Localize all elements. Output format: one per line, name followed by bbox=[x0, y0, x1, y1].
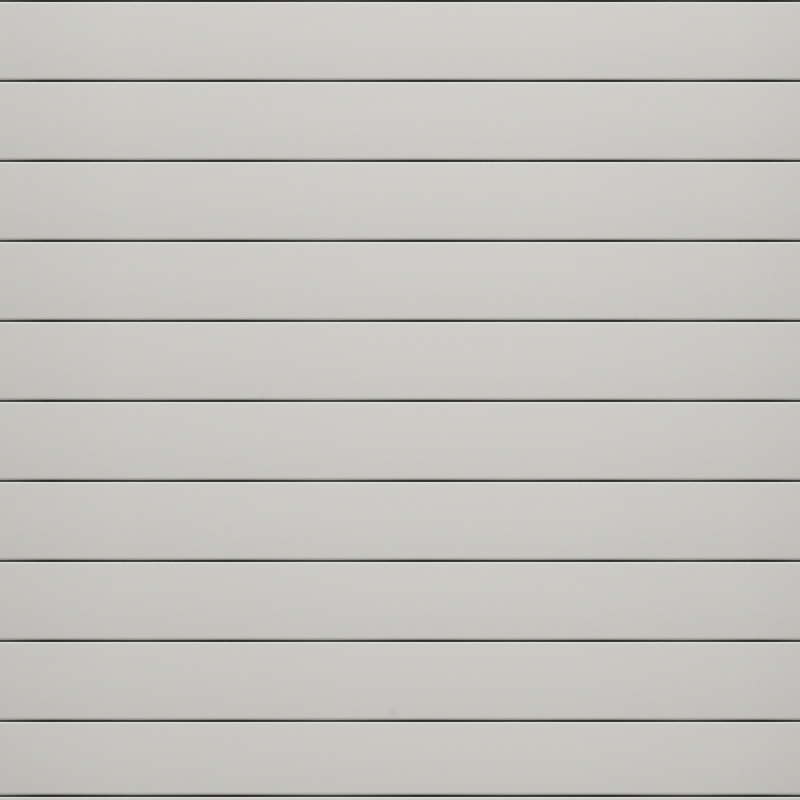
panel-face-shading bbox=[0, 320, 800, 400]
siding-panel bbox=[0, 240, 800, 320]
siding-panel bbox=[0, 480, 800, 560]
siding-panel bbox=[0, 0, 800, 80]
panel-face-shading bbox=[0, 400, 800, 480]
panel-face-shading bbox=[0, 480, 800, 560]
panel-face-shading bbox=[0, 80, 800, 160]
siding-panel bbox=[0, 720, 800, 795]
panel-face-shading bbox=[0, 160, 800, 240]
panel-face-shading bbox=[0, 640, 800, 720]
panel-face-shading bbox=[0, 0, 800, 80]
panel-face-shading bbox=[0, 795, 800, 800]
panel-face-shading bbox=[0, 560, 800, 640]
siding-panel bbox=[0, 80, 800, 160]
siding-panel bbox=[0, 320, 800, 400]
panel-face-shading bbox=[0, 720, 800, 795]
siding-panel bbox=[0, 560, 800, 640]
panel-face-shading bbox=[0, 240, 800, 320]
siding-panel bbox=[0, 160, 800, 240]
siding-panel bbox=[0, 400, 800, 480]
siding-panel bbox=[0, 795, 800, 800]
siding-panel bbox=[0, 640, 800, 720]
